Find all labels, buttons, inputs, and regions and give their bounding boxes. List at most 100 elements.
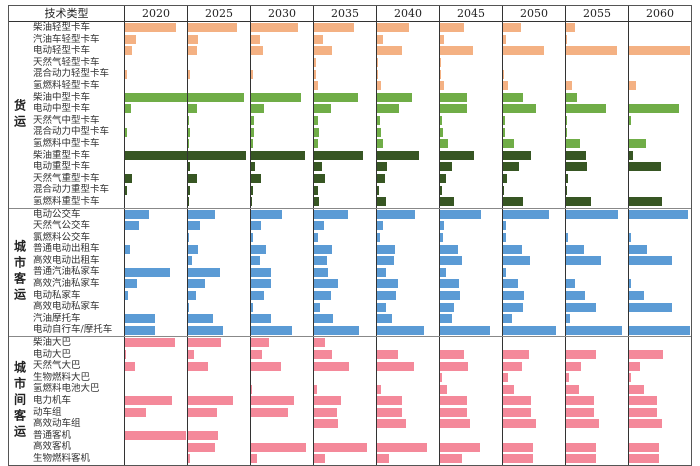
cell bbox=[313, 114, 376, 127]
group-1: 城市客运 电动公交车 天然气公交车 氯燃料公交车 普通电动出租车 高效电动出租车 普通汽油私… bbox=[9, 208, 691, 338]
bar bbox=[440, 325, 490, 335]
bar bbox=[377, 419, 407, 429]
table-row: 汽油车轻型卡车 bbox=[31, 33, 691, 46]
cell bbox=[187, 195, 250, 208]
cell bbox=[124, 324, 187, 337]
cell bbox=[124, 220, 187, 232]
bar bbox=[377, 396, 403, 406]
bar bbox=[314, 349, 332, 359]
table-row: 电动大巴 bbox=[31, 348, 691, 361]
cell bbox=[502, 312, 565, 325]
bar bbox=[440, 139, 449, 149]
cell bbox=[376, 243, 439, 255]
cell bbox=[502, 22, 565, 34]
cell bbox=[187, 126, 250, 138]
cell bbox=[565, 45, 628, 57]
cell bbox=[376, 312, 439, 325]
cell bbox=[250, 137, 313, 150]
cell bbox=[439, 79, 502, 92]
cell bbox=[250, 231, 313, 244]
bar bbox=[251, 197, 253, 207]
cell bbox=[124, 126, 187, 138]
row-label: 混合动力轻型卡车 bbox=[33, 68, 110, 80]
bar bbox=[251, 396, 295, 406]
bar bbox=[629, 384, 644, 394]
bar bbox=[314, 197, 319, 207]
row-label: 高效动车组 bbox=[33, 418, 81, 430]
cell bbox=[124, 254, 187, 267]
bar bbox=[629, 279, 631, 289]
cell bbox=[628, 441, 691, 453]
cell bbox=[628, 149, 691, 162]
cell bbox=[502, 429, 565, 442]
cell bbox=[628, 91, 691, 104]
cell bbox=[628, 266, 691, 279]
bar bbox=[125, 325, 156, 335]
cell bbox=[439, 33, 502, 46]
bar bbox=[566, 349, 596, 359]
cell bbox=[187, 395, 250, 407]
bar bbox=[188, 325, 224, 335]
cell bbox=[187, 254, 250, 267]
bar bbox=[503, 442, 534, 452]
bar bbox=[188, 442, 216, 452]
group-0: 货运 柴油轻型卡车 汽油车轻型卡车 电动轻型卡车 天然气轻型卡车 混合动力轻型卡车 氢燃料轻… bbox=[9, 22, 691, 209]
bar bbox=[503, 104, 537, 114]
cell bbox=[124, 418, 187, 430]
cell bbox=[502, 161, 565, 173]
bar bbox=[377, 244, 395, 254]
cell bbox=[187, 301, 250, 313]
table-row: 氢燃料电池大巴 bbox=[31, 383, 691, 395]
cell bbox=[439, 337, 502, 349]
cell bbox=[439, 289, 502, 302]
cell bbox=[439, 371, 502, 384]
cell bbox=[565, 301, 628, 313]
cell bbox=[439, 243, 502, 255]
cell bbox=[628, 278, 691, 290]
cell bbox=[187, 418, 250, 430]
bar bbox=[251, 279, 272, 289]
cell bbox=[313, 220, 376, 232]
cell bbox=[313, 301, 376, 313]
bar bbox=[377, 185, 380, 195]
bar bbox=[188, 221, 200, 231]
bar bbox=[314, 185, 318, 195]
bar bbox=[503, 325, 556, 335]
cell bbox=[565, 418, 628, 430]
cell bbox=[439, 208, 502, 221]
bar bbox=[251, 92, 302, 102]
bar bbox=[440, 384, 447, 394]
bar bbox=[188, 349, 195, 359]
cell bbox=[376, 254, 439, 267]
bar bbox=[125, 290, 129, 300]
bar bbox=[188, 290, 197, 300]
cell bbox=[187, 231, 250, 244]
group-label: 城市客运 bbox=[12, 240, 27, 305]
bar bbox=[503, 185, 505, 195]
cell bbox=[313, 22, 376, 34]
bar bbox=[251, 104, 265, 114]
cell bbox=[439, 22, 502, 34]
bar bbox=[314, 34, 323, 44]
bar bbox=[125, 104, 131, 114]
bar bbox=[440, 58, 441, 68]
cell bbox=[628, 371, 691, 384]
cell bbox=[628, 126, 691, 138]
cell bbox=[187, 266, 250, 279]
cell bbox=[250, 301, 313, 313]
cell bbox=[124, 289, 187, 302]
cell bbox=[565, 452, 628, 465]
bar bbox=[566, 279, 575, 289]
bar bbox=[125, 267, 171, 277]
cell bbox=[565, 184, 628, 196]
cell bbox=[565, 161, 628, 173]
cell bbox=[502, 324, 565, 337]
bar bbox=[566, 127, 568, 137]
cell bbox=[124, 395, 187, 407]
cell bbox=[313, 360, 376, 372]
cell bbox=[376, 103, 439, 115]
bar bbox=[566, 302, 597, 312]
bar bbox=[566, 419, 600, 429]
bar bbox=[440, 150, 475, 160]
cell bbox=[313, 371, 376, 384]
